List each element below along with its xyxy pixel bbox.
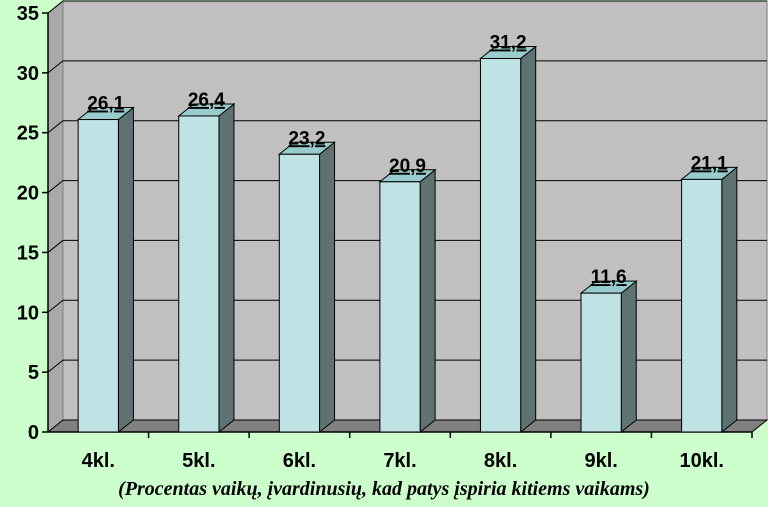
bar [378,168,437,434]
bar-front [178,115,220,433]
bar-side [721,166,738,434]
data-label: 21,1 [691,153,728,174]
x-category-label: 6kl. [283,450,316,472]
data-label: 20,9 [389,156,426,177]
x-category-label: 5kl. [182,450,215,472]
bar [177,102,236,434]
y-tick-label: 25 [17,123,39,145]
x-category-label: 8kl. [484,450,517,472]
bar-front [77,119,119,433]
bar-side [520,45,537,434]
x-category-label: 9kl. [584,450,617,472]
bar-side [319,141,336,434]
y-tick-label: 0 [28,422,39,444]
bar [479,45,538,434]
x-category-label: 7kl. [383,450,416,472]
bar-side [117,106,134,434]
bar [277,141,336,434]
bar-front [681,178,723,433]
data-label: 11,6 [591,267,627,288]
bar [579,280,638,434]
bar-front [278,153,321,433]
data-label: 26,4 [188,90,225,111]
bar-side [419,168,436,434]
bar [76,106,135,434]
bar-front [580,292,622,433]
bar-side [218,102,235,434]
labels: 26,1 4kl. 26,4 5kl. 23,2 6kl. 20,9 7kl. 31,2 8kl.… [82,32,729,472]
x-category-label: 10kl. [679,450,723,472]
y-tick-label: 10 [17,302,39,324]
data-label: 31,2 [490,32,527,53]
y-tick-label: 15 [17,242,39,264]
bar-side [620,280,637,434]
y-tick-label: 5 [28,362,39,384]
x-category-label: 4kl. [82,450,115,472]
bars [76,45,739,434]
y-tick-label: 30 [17,63,39,85]
data-label: 23,2 [288,128,325,149]
bar [680,166,739,434]
plot-side-wall [47,0,64,434]
y-tick-label: 35 [17,3,39,25]
y-tick-label: 20 [17,183,39,205]
axes: 0 5 10 15 20 25 30 35 [17,3,753,444]
bar-front [479,57,522,433]
bar-front [379,181,421,433]
gridline [47,0,767,14]
data-label: 26,1 [87,94,124,115]
x-axis-caption: (Procentas vaikų, įvardinusių, kad patys… [118,478,650,500]
